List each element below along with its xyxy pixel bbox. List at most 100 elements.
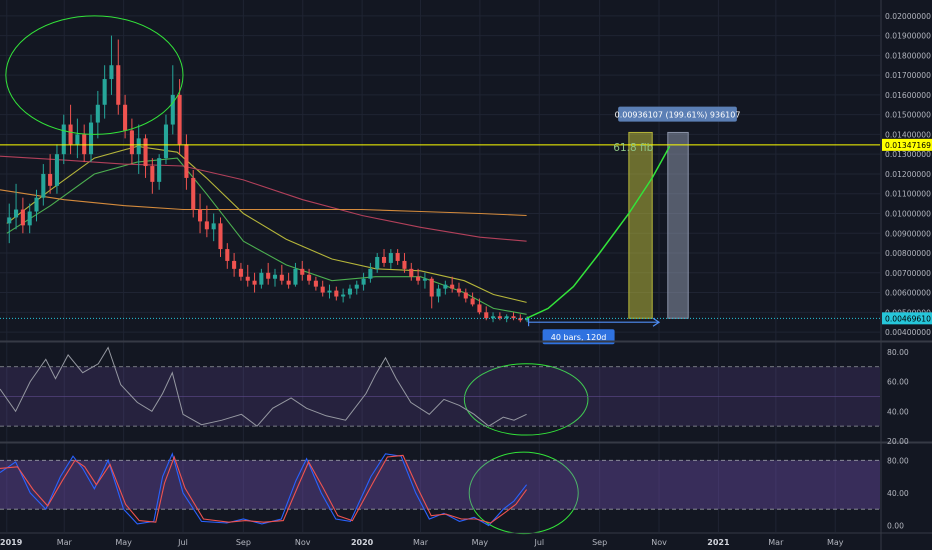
candle-body[interactable] xyxy=(143,138,148,167)
highlight-ellipse[interactable] xyxy=(5,15,184,135)
candle-body[interactable] xyxy=(27,211,32,226)
candle-body[interactable] xyxy=(416,276,421,281)
candle-body[interactable] xyxy=(184,144,189,178)
candle-body[interactable] xyxy=(163,124,169,159)
stoch-tick-label: 0.00 xyxy=(887,521,904,530)
price-tick-label: 0.01200000 xyxy=(885,170,931,179)
stochastic-pane[interactable] xyxy=(0,451,880,535)
price-pane[interactable]: 61.8 fib 0.00936107 (199.61%) 936107 40 ba… xyxy=(0,15,880,345)
candle-body[interactable] xyxy=(368,268,373,279)
candle-body[interactable] xyxy=(75,134,80,145)
candle-body[interactable] xyxy=(266,272,271,279)
candle-body[interactable] xyxy=(20,209,25,226)
candle-body[interactable] xyxy=(54,154,59,186)
candle-body[interactable] xyxy=(225,249,230,261)
highlight-ellipse[interactable] xyxy=(468,451,579,535)
candle-body[interactable] xyxy=(232,260,237,269)
candle-body[interactable] xyxy=(518,318,523,321)
candle-body[interactable] xyxy=(150,166,155,182)
candle-body[interactable] xyxy=(409,268,414,277)
candle-body[interactable] xyxy=(272,274,278,279)
price-tick-label: 0.01100000 xyxy=(885,190,931,199)
candle-body[interactable] xyxy=(307,274,312,281)
candle-body[interactable] xyxy=(286,280,291,285)
candle-body[interactable] xyxy=(198,209,203,222)
candle-body[interactable] xyxy=(347,288,352,295)
candle-body[interactable] xyxy=(170,94,175,125)
candle-body[interactable] xyxy=(211,223,216,230)
last-price-badge[interactable] xyxy=(882,312,932,325)
candle-body[interactable] xyxy=(484,312,489,319)
candle-body[interactable] xyxy=(136,138,141,155)
candle-body[interactable] xyxy=(245,276,250,281)
candle-body[interactable] xyxy=(109,65,114,80)
candle-body[interactable] xyxy=(450,284,455,289)
candle-body[interactable] xyxy=(327,290,332,293)
candle-body[interactable] xyxy=(429,278,434,297)
price-line-badge[interactable] xyxy=(882,138,932,151)
candle-body[interactable] xyxy=(443,284,448,289)
candle-body[interactable] xyxy=(293,268,298,285)
candle-body[interactable] xyxy=(456,288,462,293)
candle-body[interactable] xyxy=(34,197,39,212)
candle-body[interactable] xyxy=(388,253,393,263)
candle-body[interactable] xyxy=(375,256,380,269)
projection-box[interactable] xyxy=(628,131,653,319)
candle-body[interactable] xyxy=(61,124,66,155)
candle-body[interactable] xyxy=(204,221,209,230)
candle-body[interactable] xyxy=(7,217,12,224)
rsi-tick-label: 80.00 xyxy=(887,348,909,357)
candle-body[interactable] xyxy=(470,298,475,305)
candle-body[interactable] xyxy=(238,268,243,277)
measure-label-box[interactable] xyxy=(618,106,737,122)
candle-body[interactable] xyxy=(402,260,407,269)
candle-body[interactable] xyxy=(477,304,482,313)
candle-body[interactable] xyxy=(436,288,441,297)
candle-body[interactable] xyxy=(177,94,182,145)
candle-body[interactable] xyxy=(218,223,223,250)
price-tick-label: 0.00800000 xyxy=(885,249,931,258)
candle-body[interactable] xyxy=(491,316,496,319)
candle-body[interactable] xyxy=(463,292,468,299)
time-axis[interactable]: 2019 Mar May Jul Sep Nov 2020 Mar May Jul Sep Nov 20… xyxy=(0,538,844,547)
candle-body[interactable] xyxy=(68,124,73,145)
candle-body[interactable] xyxy=(497,316,502,319)
price-tick-label: 0.00700000 xyxy=(885,269,931,278)
candle-body[interactable] xyxy=(511,316,516,319)
time-tick-label: May xyxy=(115,538,132,547)
candle-body[interactable] xyxy=(422,278,427,281)
candle-body[interactable] xyxy=(129,130,134,155)
candle-body[interactable] xyxy=(88,122,94,155)
candle-body[interactable] xyxy=(279,274,284,281)
time-tick-label: 2019 xyxy=(0,538,23,547)
candle-body[interactable] xyxy=(14,209,19,218)
candle-body[interactable] xyxy=(82,134,87,155)
candle-body[interactable] xyxy=(41,173,46,198)
candle-body[interactable] xyxy=(116,65,121,105)
candle-body[interactable] xyxy=(395,253,400,261)
rsi-pane[interactable] xyxy=(0,346,880,436)
date-range-label-box[interactable] xyxy=(542,329,615,345)
candle-body[interactable] xyxy=(48,173,53,186)
candle-body[interactable] xyxy=(381,256,387,263)
highlight-ellipse[interactable] xyxy=(463,363,589,436)
candle-body[interactable] xyxy=(123,104,128,131)
candle-body[interactable] xyxy=(259,272,264,285)
candle-body[interactable] xyxy=(341,294,346,297)
candle-body[interactable] xyxy=(361,278,366,285)
candle-body[interactable] xyxy=(157,158,162,182)
candle-body[interactable] xyxy=(191,177,196,210)
candle-body[interactable] xyxy=(252,280,257,285)
candle-body[interactable] xyxy=(320,286,325,293)
candle-body[interactable] xyxy=(313,280,318,287)
candle-body[interactable] xyxy=(102,79,107,105)
candle-body[interactable] xyxy=(525,318,530,321)
price-axis[interactable]: 0.02000000 0.01900000 0.01800000 0.01700000… xyxy=(882,12,932,531)
candle-body[interactable] xyxy=(334,290,339,297)
candle-body[interactable] xyxy=(300,268,305,275)
candle-body[interactable] xyxy=(95,104,100,123)
candle-body[interactable] xyxy=(504,316,509,319)
projection-box[interactable] xyxy=(667,131,689,319)
candle-body[interactable] xyxy=(354,284,359,289)
